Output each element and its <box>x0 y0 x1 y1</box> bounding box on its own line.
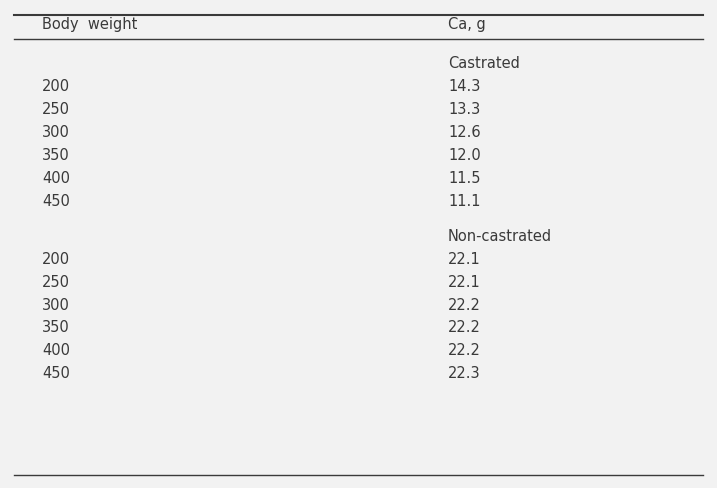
Text: 14.3: 14.3 <box>448 79 480 94</box>
Text: 11.1: 11.1 <box>448 194 480 209</box>
Text: 200: 200 <box>42 252 70 266</box>
Text: Ca, g: Ca, g <box>448 18 485 33</box>
Text: 12.0: 12.0 <box>448 148 480 163</box>
Text: 350: 350 <box>42 321 70 335</box>
Text: 400: 400 <box>42 344 70 358</box>
Text: 13.3: 13.3 <box>448 102 480 117</box>
Text: 450: 450 <box>42 366 70 382</box>
Text: 300: 300 <box>42 125 70 140</box>
Text: 22.2: 22.2 <box>448 344 481 358</box>
Text: Non-castrated: Non-castrated <box>448 229 552 244</box>
Text: 22.3: 22.3 <box>448 366 480 382</box>
Text: 250: 250 <box>42 102 70 117</box>
Text: 400: 400 <box>42 171 70 186</box>
Text: 22.2: 22.2 <box>448 298 481 312</box>
Text: 300: 300 <box>42 298 70 312</box>
Text: 12.6: 12.6 <box>448 125 480 140</box>
Text: 11.5: 11.5 <box>448 171 480 186</box>
Text: Castrated: Castrated <box>448 56 520 71</box>
Text: 200: 200 <box>42 79 70 94</box>
Text: 22.2: 22.2 <box>448 321 481 335</box>
Text: Body  weight: Body weight <box>42 18 137 33</box>
Text: 350: 350 <box>42 148 70 163</box>
Text: 22.1: 22.1 <box>448 275 480 289</box>
Text: 450: 450 <box>42 194 70 209</box>
Text: 22.1: 22.1 <box>448 252 480 266</box>
Text: 250: 250 <box>42 275 70 289</box>
